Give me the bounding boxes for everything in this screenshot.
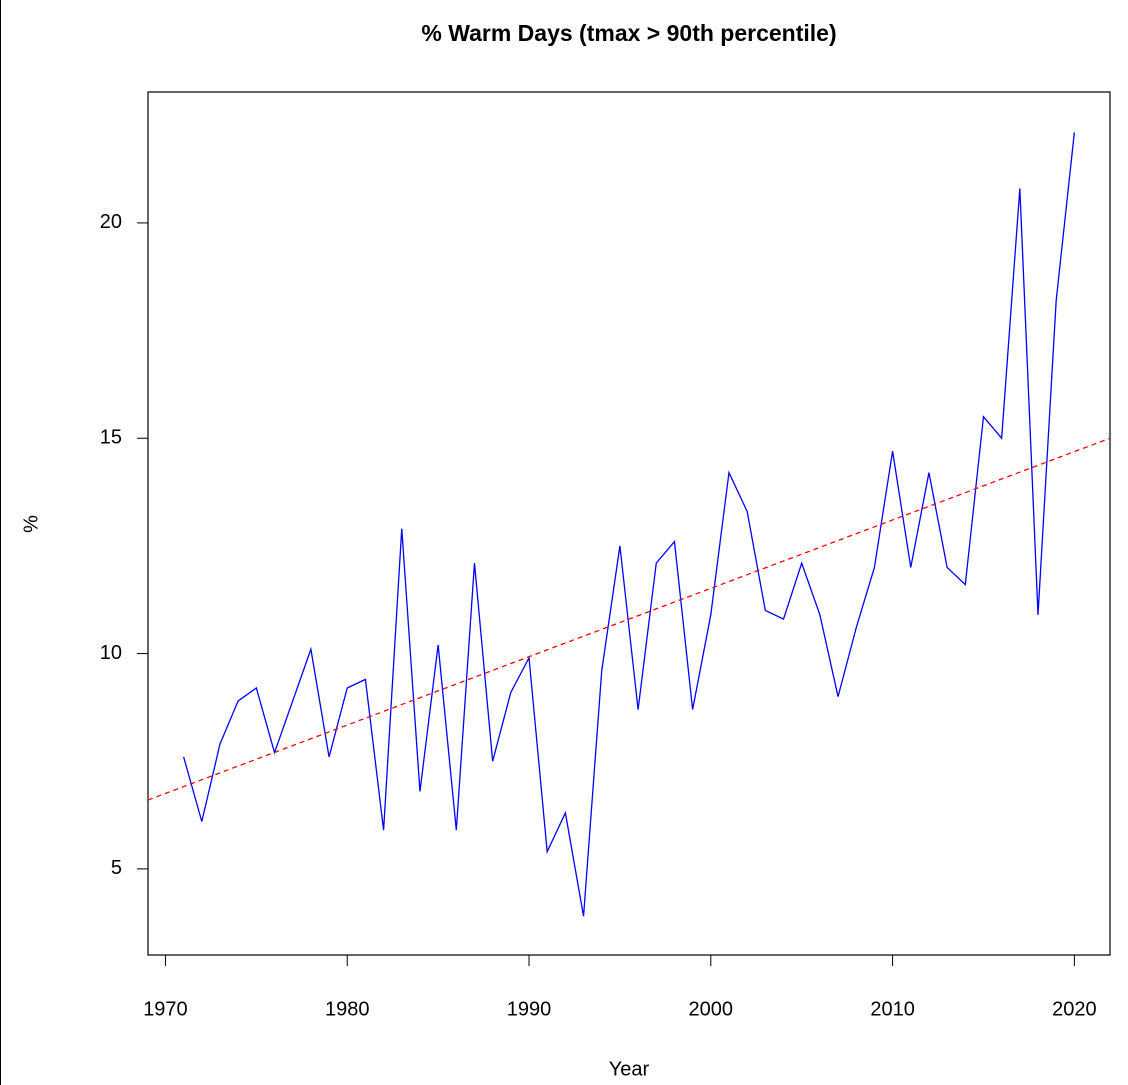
y-tick-label: 15 <box>100 427 122 449</box>
y-tick-label: 20 <box>100 211 122 233</box>
x-tick-label: 2010 <box>870 998 915 1020</box>
y-tick-label: 10 <box>100 642 122 664</box>
x-axis-label: Year <box>609 1058 650 1080</box>
plot-box <box>147 91 1111 956</box>
y-axis-label: % <box>20 515 42 533</box>
x-tick-label: 2000 <box>689 998 734 1020</box>
data-line <box>183 132 1076 917</box>
chart-title: % Warm Days (tmax > 90th percentile) <box>421 20 836 46</box>
x-tick-label: 1980 <box>325 998 370 1020</box>
trend-line <box>147 437 1111 801</box>
y-tick-label: 5 <box>111 857 122 879</box>
x-tick-label: 1990 <box>507 998 552 1020</box>
x-tick-label: 1970 <box>143 998 188 1020</box>
x-tick-label: 2020 <box>1052 998 1097 1020</box>
